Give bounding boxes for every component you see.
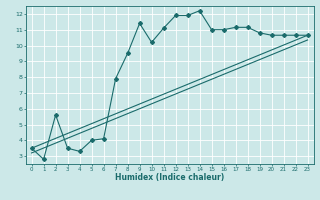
X-axis label: Humidex (Indice chaleur): Humidex (Indice chaleur) [115,173,224,182]
